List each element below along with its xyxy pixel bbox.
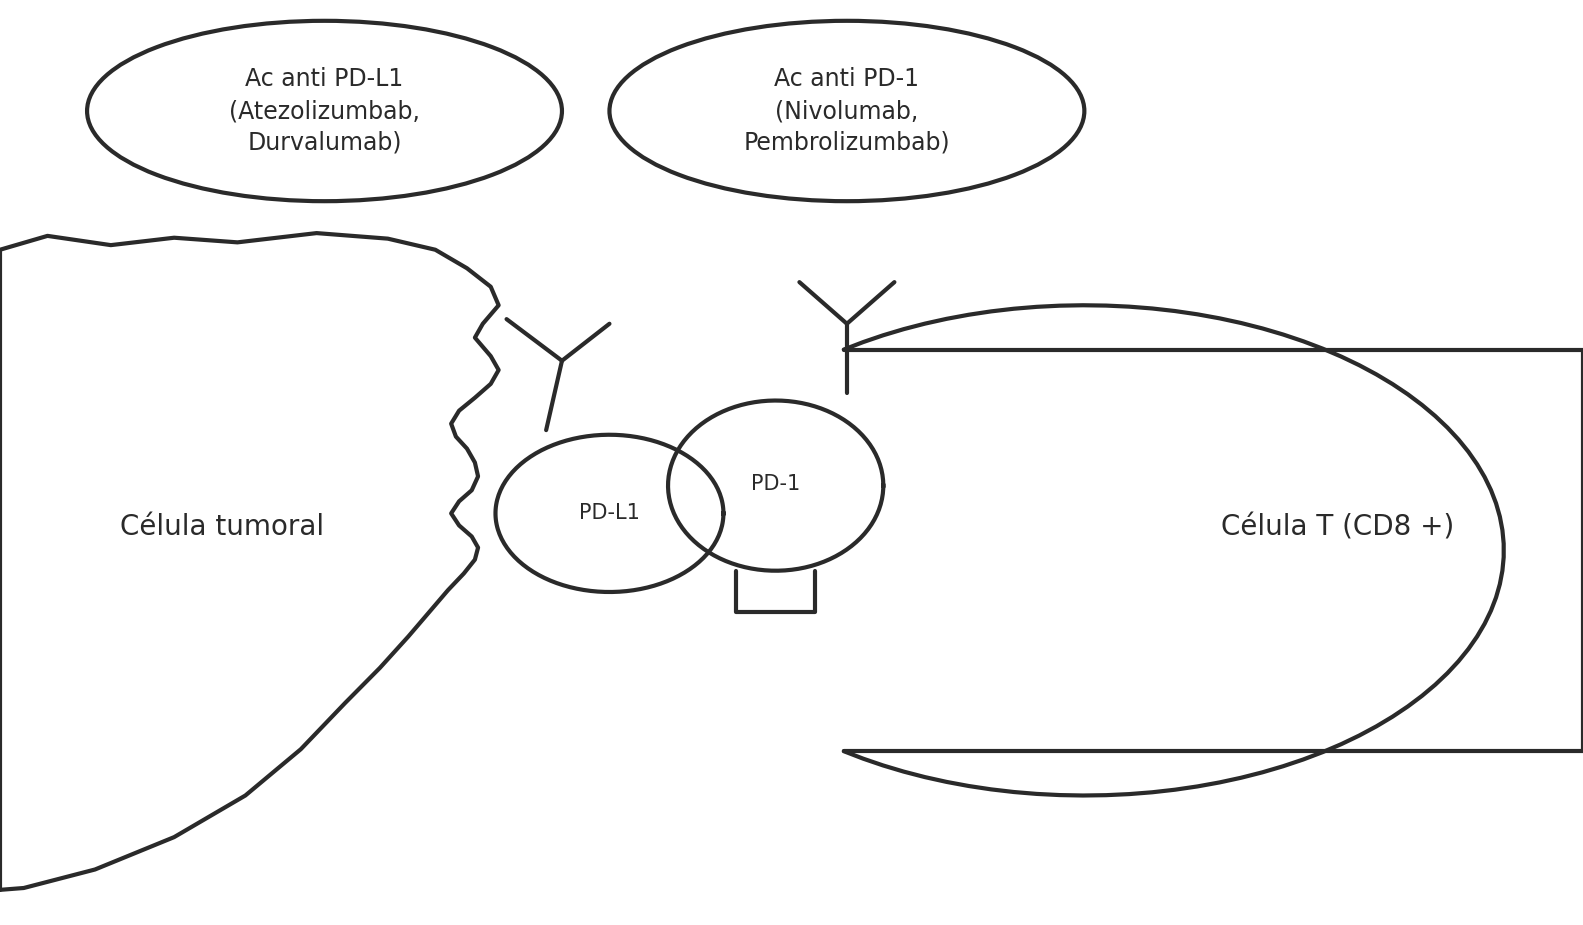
Text: Ac anti PD-1
(Nivolumab,
Pembrolizumbab): Ac anti PD-1 (Nivolumab, Pembrolizumbab) (744, 68, 950, 154)
Ellipse shape (87, 20, 562, 202)
Text: PD-1: PD-1 (750, 474, 801, 494)
Text: PD-L1: PD-L1 (579, 503, 640, 524)
Polygon shape (495, 435, 723, 592)
Ellipse shape (609, 20, 1084, 202)
Text: Ac anti PD-L1
(Atezolizumbab,
Durvalumab): Ac anti PD-L1 (Atezolizumbab, Durvalumab… (230, 68, 419, 154)
Polygon shape (668, 401, 883, 571)
Text: Célula tumoral: Célula tumoral (120, 513, 323, 541)
Text: Célula T (CD8 +): Célula T (CD8 +) (1220, 513, 1455, 541)
